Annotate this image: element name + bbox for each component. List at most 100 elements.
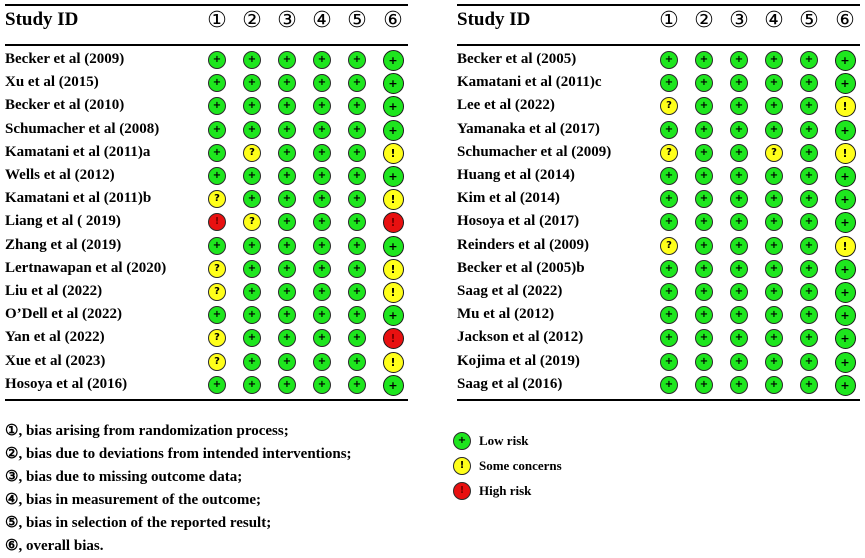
overall-low-icon: + <box>834 166 856 187</box>
study-id: Hosoya et al (2016) <box>5 375 128 392</box>
study-row: Kamatani et al (2011)a +? + + +! <box>5 142 408 165</box>
domain-3-low-icon: + <box>278 190 296 209</box>
domain-2-low-icon: + <box>695 143 713 162</box>
domain-3-low-icon: + <box>278 259 296 278</box>
domain-3-low-icon: + <box>730 97 748 116</box>
domain-1-low-icon: + <box>660 213 678 232</box>
domain-3-low-icon: + <box>730 51 748 69</box>
study-row: Yan et al (2022)? + + + +! <box>5 327 408 350</box>
domain-2-low-icon: + <box>243 97 261 116</box>
domain-4-low-icon: + <box>765 306 783 325</box>
domain-5-low-icon: + <box>800 190 818 209</box>
top-rule <box>5 4 408 6</box>
bottom-rule <box>457 399 860 401</box>
study-id: Mu et al (2012) <box>457 306 555 323</box>
study-id: Jackson et al (2012) <box>457 329 584 346</box>
study-row: Hosoya et al (2017) + + + + + + <box>457 211 860 234</box>
domain-3-low-icon: + <box>278 283 296 301</box>
domain-4-low-icon: + <box>313 167 331 185</box>
study-id: Wells et al (2012) <box>5 167 115 183</box>
study-row: Saag et al (2022) + + + + + + <box>457 281 860 304</box>
domain-4-low-icon: + <box>313 120 331 139</box>
domain-3-low-icon: + <box>278 97 296 116</box>
study-id-header: Study ID <box>457 9 531 30</box>
domain-5-low-icon: + <box>348 375 366 394</box>
domain-2-low-icon: + <box>243 236 261 255</box>
domain-2-some-icon: ? <box>243 143 261 162</box>
study-row: Xu et al (2015) + + + + + + <box>5 72 408 95</box>
study-id: Zhang et al (2019) <box>5 236 122 253</box>
domain-4-low-icon: + <box>765 259 783 278</box>
bottom-rule <box>5 399 408 401</box>
domain-3-low-icon: + <box>730 375 748 394</box>
domain-3-header: ③ <box>729 8 749 33</box>
study-row: Lee et al (2022)? + + + +! <box>457 95 860 118</box>
domain-1-low-icon: + <box>208 120 226 139</box>
domain-4-low-icon: + <box>313 143 331 162</box>
domain-5-low-icon: + <box>800 143 818 162</box>
domain-4-low-icon: + <box>765 329 783 348</box>
overall-low-icon: + <box>382 50 404 71</box>
domain-2-low-icon: + <box>243 259 261 278</box>
study-row: Reinders et al (2009)? + + + +! <box>457 235 860 258</box>
some-concerns-icon: ! <box>453 457 471 475</box>
domain-3-low-icon: + <box>278 236 296 255</box>
domain-6-header: ⑥ <box>383 8 403 33</box>
domain-1-low-icon: + <box>660 190 678 209</box>
study-id-header: Study ID <box>5 9 79 30</box>
domain-3-low-icon: + <box>278 375 296 394</box>
domain-3-header: ③ <box>277 8 297 33</box>
overall-some-icon: ! <box>382 189 404 211</box>
domain-1-low-icon: + <box>660 167 678 185</box>
domain-4-some-icon: ? <box>765 143 783 162</box>
domain-5-low-icon: + <box>800 120 818 139</box>
domain-1-low-icon: + <box>660 51 678 69</box>
domain-3-low-icon: + <box>278 51 296 69</box>
overall-low-icon: + <box>834 73 856 95</box>
study-id: Becker et al (2010) <box>5 97 125 114</box>
domain-1-low-icon: + <box>208 306 226 325</box>
domain-4-header: ④ <box>312 8 332 33</box>
study-row: Xue et al (2023)? + + + +! <box>5 351 408 374</box>
domain-2-low-icon: + <box>243 352 261 371</box>
domain-1-high-icon: ! <box>208 213 226 232</box>
overall-some-icon: ! <box>834 142 856 164</box>
overall-low-icon: + <box>382 166 404 187</box>
domain-4-low-icon: + <box>765 283 783 301</box>
domain-2-low-icon: + <box>695 375 713 394</box>
domain-1-low-icon: + <box>660 120 678 139</box>
study-rows: Becker et al (2005) + + + + + + Kamatani et al … <box>457 46 860 399</box>
domain-2-low-icon: + <box>695 167 713 185</box>
study-row: O’Dell et al (2022) + + + + + + <box>5 304 408 327</box>
domain-1-low-icon: + <box>208 375 226 394</box>
study-row: Schumacher et al (2009)? + +? +! <box>457 142 860 165</box>
study-id: Becker et al (2005) <box>457 51 577 67</box>
study-id: Saag et al (2016) <box>457 375 563 392</box>
domain-3-low-icon: + <box>278 74 296 93</box>
domain-2-low-icon: + <box>695 306 713 325</box>
domain-2-low-icon: + <box>695 236 713 255</box>
study-id: Liu et al (2022) <box>5 283 103 299</box>
study-row: Becker et al (2009) + + + + + + <box>5 49 408 72</box>
domain-4-low-icon: + <box>765 352 783 371</box>
domain-legend: ①, bias arising from randomization proce… <box>5 420 352 558</box>
domain-4-low-icon: + <box>313 329 331 348</box>
domain-1-some-icon: ? <box>208 190 226 209</box>
overall-low-icon: + <box>382 73 404 95</box>
domain-2-low-icon: + <box>695 259 713 278</box>
study-rows: Becker et al (2009) + + + + + + Xu et al (2015)… <box>5 46 408 399</box>
domain-1-header: ① <box>207 8 227 33</box>
domain-4-low-icon: + <box>313 306 331 325</box>
study-row: Lertnawapan et al (2020)? + + + +! <box>5 258 408 281</box>
domain-2-low-icon: + <box>243 74 261 93</box>
overall-some-icon: ! <box>382 142 404 164</box>
study-row: Wells et al (2012) + + + + + + <box>5 165 408 188</box>
domain-5-low-icon: + <box>800 259 818 278</box>
study-row: Hosoya et al (2016) + + + + + + <box>5 374 408 397</box>
top-rule <box>457 4 860 6</box>
domain-2-low-icon: + <box>695 74 713 93</box>
overall-some-icon: ! <box>382 351 404 373</box>
domain-2-low-icon: + <box>243 283 261 301</box>
domain-legend-item: ⑤, bias in selection of the reported res… <box>5 515 272 531</box>
